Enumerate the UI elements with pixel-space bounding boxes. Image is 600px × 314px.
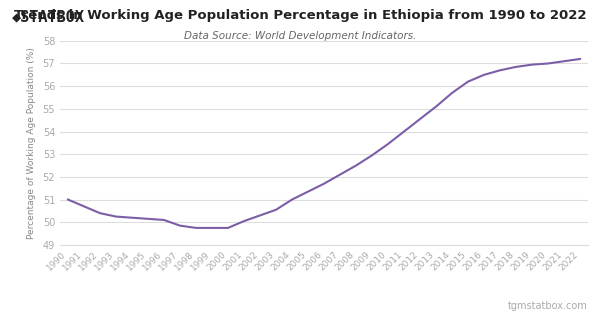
Text: Trends in Working Age Population Percentage in Ethiopia from 1990 to 2022: Trends in Working Age Population Percent… <box>14 9 586 22</box>
Text: Data Source: World Development Indicators.: Data Source: World Development Indicator… <box>184 31 416 41</box>
Text: tgmstatbox.com: tgmstatbox.com <box>508 301 588 311</box>
Text: ◆STATBOX: ◆STATBOX <box>12 9 85 24</box>
Y-axis label: Percentage of Working Age Population (%): Percentage of Working Age Population (%) <box>26 47 35 239</box>
